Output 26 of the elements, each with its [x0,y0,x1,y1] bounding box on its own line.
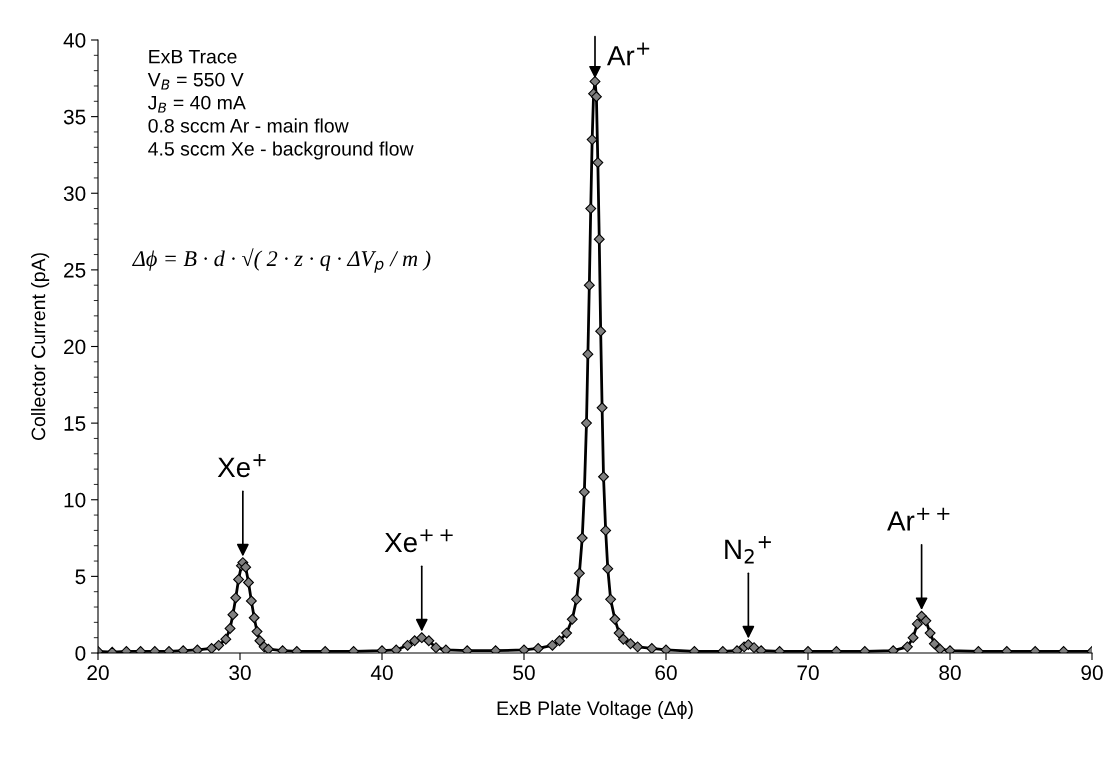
y-tick-label: 10 [64,492,86,508]
x-tick-label: 30 [229,665,251,681]
x-tick-label: 60 [655,665,677,681]
x-tick-label: 70 [797,665,819,681]
annotation: Δϕ = B · d · √( 2 · z · q · ΔV$_{p}$ / m ) [132,248,431,273]
y-tick-label: 5 [75,569,86,585]
x-tick-label: 40 [370,665,393,681]
annotation: Xe$^{++}$ [384,529,453,553]
x-tick-label: 90 [1081,665,1103,681]
text: ExB Trace V$_{B}$ = 550 V J$_{B}$ = 40 mA 0.8 sccm Ar - main flow 4.5 sccm Xe - background flow [147,49,414,160]
annotation: N$_{2}$$^{+}$ [725,536,771,564]
y-tick-label: 25 [64,262,86,278]
x-tick-label: 80 [939,665,961,681]
annotation: Ar$^{+}$ [606,42,650,66]
y-tick-label: 0 [75,646,86,661]
annotation: Xe$^{+}$ [217,454,266,478]
x-axis-title: ExB Plate Voltage (Δϕ) [497,700,693,720]
x-tick-label: 20 [87,665,109,681]
y-tick-label: 15 [64,416,86,431]
y-tick-label: 20 [64,339,86,355]
y-axis-title: Collector Current (pA) [31,253,50,441]
y-tick-label: 40 [63,33,86,48]
x-tick-label: 50 [513,665,535,681]
annotation: Ar$^{++}$ [887,507,950,531]
y-tick-label: 30 [63,186,86,201]
y-tick-label: 35 [63,109,86,125]
